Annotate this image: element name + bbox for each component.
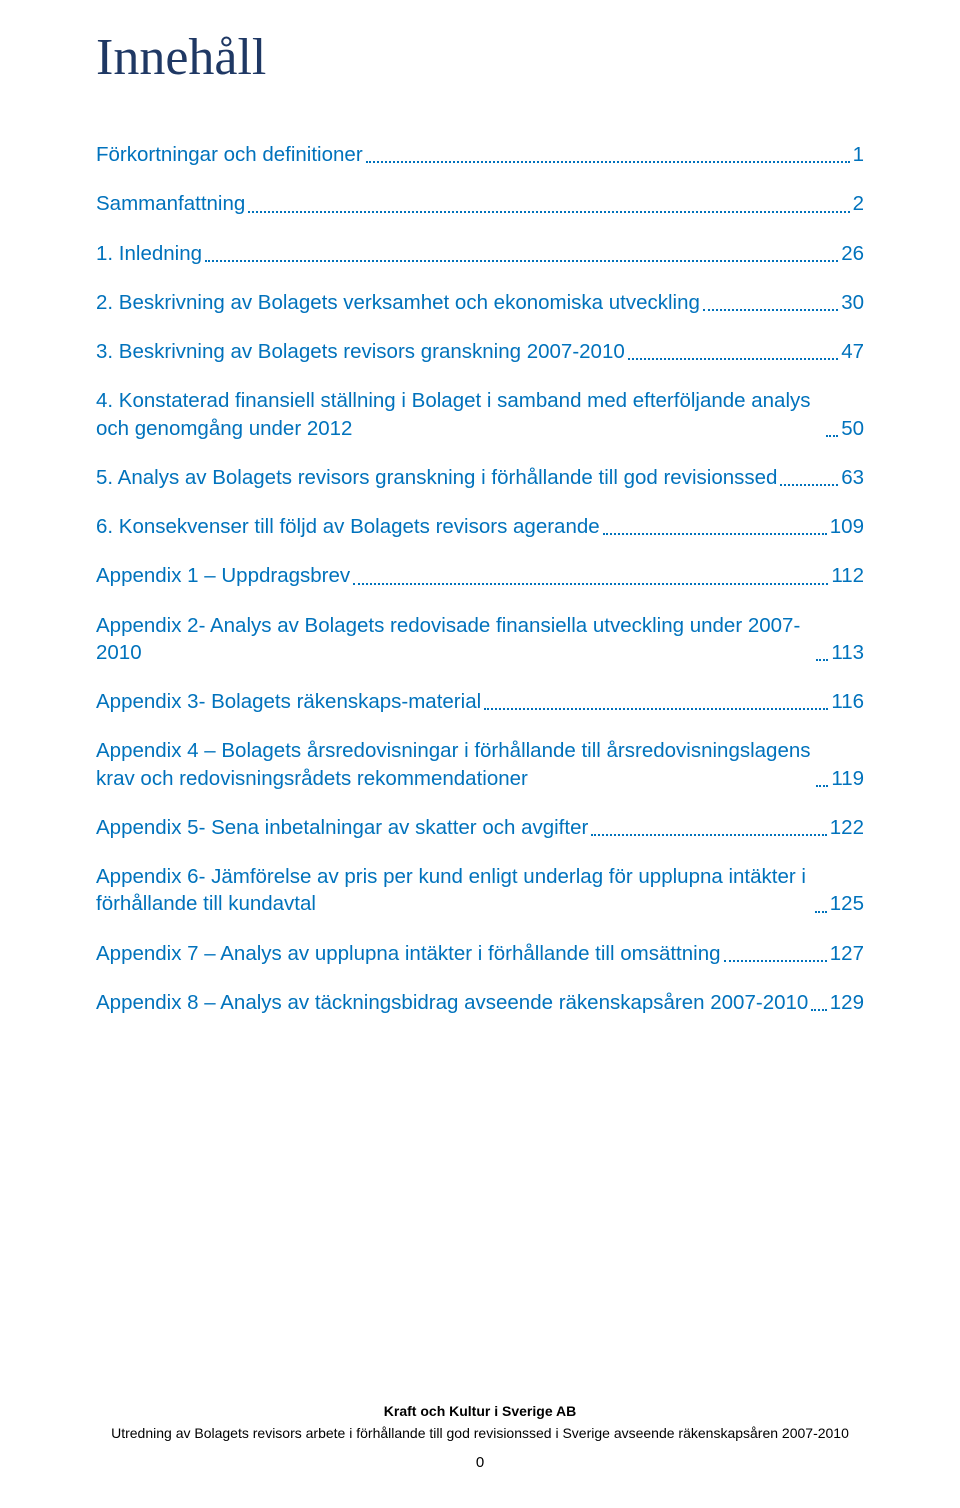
toc-entry[interactable]: Sammanfattning 2 xyxy=(96,190,864,217)
footer-page-number: 0 xyxy=(0,1451,960,1474)
toc-entry-page: 63 xyxy=(841,464,864,491)
toc-entry-label: 4. Konstaterad finansiell ställning i Bo… xyxy=(96,387,823,442)
toc-entry-label: 6. Konsekvenser till följd av Bolagets r… xyxy=(96,513,600,540)
toc-entry-label: Appendix 4 – Bolagets årsredovisningar i… xyxy=(96,737,813,792)
toc-entry[interactable]: Appendix 7 – Analys av upplupna intäkter… xyxy=(96,940,864,967)
toc-entry-page: 47 xyxy=(841,338,864,365)
toc-leader-dots xyxy=(811,1009,826,1011)
page-title: Innehåll xyxy=(96,28,864,87)
toc-entry-label: 1. Inledning xyxy=(96,240,202,267)
toc-entry[interactable]: 6. Konsekvenser till följd av Bolagets r… xyxy=(96,513,864,540)
toc-leader-dots xyxy=(591,834,826,836)
table-of-contents: Förkortningar och definitioner 1 Sammanfat… xyxy=(96,141,864,1016)
toc-entry[interactable]: Appendix 4 – Bolagets årsredovisningar i… xyxy=(96,737,864,792)
page-footer: Kraft och Kultur i Sverige AB Utredning … xyxy=(0,1401,960,1474)
toc-entry[interactable]: Appendix 5- Sena inbetalningar av skatte… xyxy=(96,814,864,841)
footer-subtitle: Utredning av Bolagets revisors arbete i … xyxy=(0,1423,960,1445)
toc-entry-page: 116 xyxy=(831,688,864,715)
toc-entry[interactable]: 2. Beskrivning av Bolagets verksamhet oc… xyxy=(96,289,864,316)
toc-leader-dots xyxy=(724,960,827,962)
toc-leader-dots xyxy=(780,484,838,486)
toc-entry-page: 122 xyxy=(830,814,864,841)
toc-entry-label: Appendix 1 – Uppdragsbrev xyxy=(96,562,350,589)
toc-entry-page: 112 xyxy=(831,562,864,589)
toc-entry-label: 2. Beskrivning av Bolagets verksamhet oc… xyxy=(96,289,700,316)
toc-entry-page: 26 xyxy=(841,240,864,267)
toc-entry-page: 1 xyxy=(853,141,864,168)
toc-entry[interactable]: 3. Beskrivning av Bolagets revisors gran… xyxy=(96,338,864,365)
toc-leader-dots xyxy=(484,708,828,710)
toc-entry-page: 50 xyxy=(841,415,864,442)
toc-entry-label: Appendix 8 – Analys av täckningsbidrag a… xyxy=(96,989,808,1016)
toc-entry-page: 30 xyxy=(841,289,864,316)
toc-entry-label: Appendix 6- Jämförelse av pris per kund … xyxy=(96,863,812,918)
toc-entry[interactable]: Appendix 8 – Analys av täckningsbidrag a… xyxy=(96,989,864,1016)
toc-entry-label: Appendix 5- Sena inbetalningar av skatte… xyxy=(96,814,588,841)
toc-entry[interactable]: 1. Inledning 26 xyxy=(96,240,864,267)
toc-entry-page: 129 xyxy=(830,989,864,1016)
toc-entry-label: 3. Beskrivning av Bolagets revisors gran… xyxy=(96,338,625,365)
toc-entry-label: Appendix 2- Analys av Bolagets redovisad… xyxy=(96,612,813,667)
footer-company: Kraft och Kultur i Sverige AB xyxy=(0,1401,960,1423)
toc-leader-dots xyxy=(353,583,828,585)
toc-leader-dots xyxy=(826,435,838,437)
toc-leader-dots xyxy=(816,785,828,787)
toc-entry-page: 119 xyxy=(831,765,864,792)
toc-entry-page: 113 xyxy=(831,639,864,666)
toc-entry[interactable]: Appendix 1 – Uppdragsbrev 112 xyxy=(96,562,864,589)
toc-entry-label: Förkortningar och definitioner xyxy=(96,141,363,168)
toc-entry-page: 109 xyxy=(830,513,864,540)
toc-entry-label: Appendix 3- Bolagets räkenskaps-material xyxy=(96,688,481,715)
toc-leader-dots xyxy=(366,161,850,163)
toc-leader-dots xyxy=(703,309,838,311)
toc-entry[interactable]: 5. Analys av Bolagets revisors gransknin… xyxy=(96,464,864,491)
toc-entry[interactable]: Förkortningar och definitioner 1 xyxy=(96,141,864,168)
toc-entry-label: 5. Analys av Bolagets revisors gransknin… xyxy=(96,464,777,491)
toc-leader-dots xyxy=(603,533,827,535)
toc-entry[interactable]: 4. Konstaterad finansiell ställning i Bo… xyxy=(96,387,864,442)
toc-leader-dots xyxy=(205,260,838,262)
toc-entry-page: 125 xyxy=(830,890,864,917)
toc-entry-label: Appendix 7 – Analys av upplupna intäkter… xyxy=(96,940,721,967)
toc-entry-page: 127 xyxy=(830,940,864,967)
toc-entry[interactable]: Appendix 3- Bolagets räkenskaps-material… xyxy=(96,688,864,715)
toc-entry[interactable]: Appendix 6- Jämförelse av pris per kund … xyxy=(96,863,864,918)
toc-entry-label: Sammanfattning xyxy=(96,190,245,217)
toc-leader-dots xyxy=(815,911,827,913)
toc-leader-dots xyxy=(628,358,838,360)
toc-entry-page: 2 xyxy=(853,190,864,217)
toc-leader-dots xyxy=(248,211,849,213)
toc-entry[interactable]: Appendix 2- Analys av Bolagets redovisad… xyxy=(96,612,864,667)
toc-leader-dots xyxy=(816,659,828,661)
